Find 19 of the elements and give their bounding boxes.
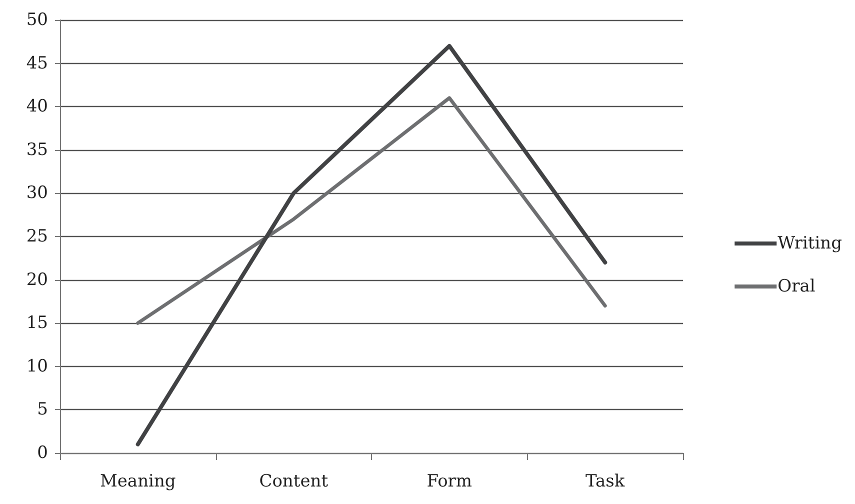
x-tick-label: Content xyxy=(259,472,328,492)
y-tick-label: 15 xyxy=(26,313,48,334)
y-tick-label: 0 xyxy=(37,443,48,463)
x-tick-label: Task xyxy=(586,472,626,492)
y-tick-label: 20 xyxy=(26,270,48,290)
y-tick-label: 25 xyxy=(26,226,48,246)
y-tick-label: 50 xyxy=(26,10,48,30)
y-tick-label: 5 xyxy=(37,400,48,420)
legend-label: Oral xyxy=(778,276,816,296)
y-tick-label: 10 xyxy=(26,356,48,376)
y-tick-label: 40 xyxy=(26,96,48,117)
line-series xyxy=(136,44,608,446)
x-tick-label: Form xyxy=(426,472,472,492)
y-tick-label: 30 xyxy=(26,183,48,204)
y-tick-label: 35 xyxy=(26,140,48,160)
legend-label: Writing xyxy=(778,234,842,254)
x-tick-label: Meaning xyxy=(100,472,176,492)
y-tick-label: 45 xyxy=(26,53,48,74)
line-series xyxy=(136,96,607,325)
